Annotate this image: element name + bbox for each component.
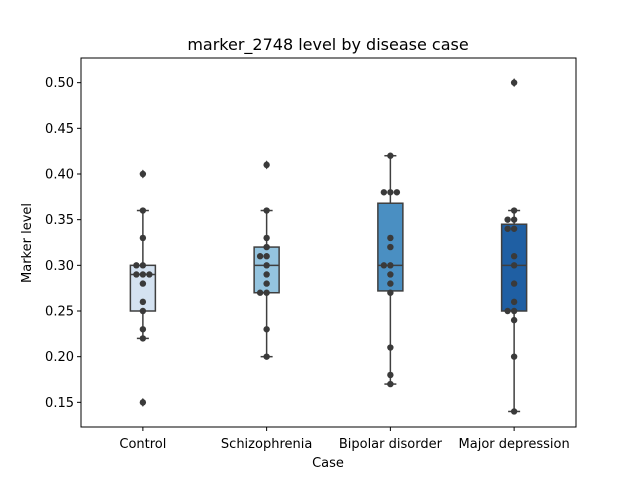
y-tick-label: 0.30 xyxy=(45,259,74,274)
y-tick-label: 0.40 xyxy=(45,167,74,182)
data-point xyxy=(146,271,153,278)
data-point xyxy=(139,262,147,269)
data-point xyxy=(380,189,388,196)
data-point xyxy=(139,170,147,178)
data-point xyxy=(256,253,264,260)
data-point xyxy=(510,207,518,214)
y-axis-label: Marker level xyxy=(20,203,35,283)
data-point xyxy=(387,189,394,196)
data-point xyxy=(263,161,270,169)
data-point xyxy=(139,234,147,242)
data-point xyxy=(504,225,511,232)
data-point xyxy=(263,353,270,360)
data-point xyxy=(263,262,270,269)
data-point xyxy=(380,262,388,269)
data-point xyxy=(510,280,518,287)
y-tick-label: 0.45 xyxy=(45,122,74,137)
y-tick-label: 0.15 xyxy=(45,396,74,411)
y-tick-label: 0.25 xyxy=(45,305,74,320)
data-point xyxy=(504,216,511,223)
axes-frame xyxy=(80,57,577,428)
swarm-group xyxy=(133,170,153,406)
data-point xyxy=(510,225,518,232)
swarm-group xyxy=(380,152,401,388)
x-tick-label: Schizophrenia xyxy=(221,437,312,452)
data-point xyxy=(510,79,518,86)
data-point xyxy=(263,243,270,251)
swarm-group xyxy=(504,79,518,415)
data-point xyxy=(139,335,147,342)
y-tick-label: 0.20 xyxy=(45,350,74,365)
data-point xyxy=(133,271,140,278)
y-axis: 0.15 0.20 0.25 0.30 0.35 0.40 0.45 0.50 xyxy=(45,76,81,411)
data-point xyxy=(387,371,394,379)
data-point xyxy=(139,399,147,406)
x-tick-label: Bipolar disorder xyxy=(339,437,443,452)
x-tick-label: Major depression xyxy=(459,437,570,452)
plot-area xyxy=(129,78,528,415)
data-point xyxy=(387,262,394,269)
data-point xyxy=(263,280,270,287)
y-tick-label: 0.50 xyxy=(45,76,74,91)
data-point xyxy=(387,289,394,296)
data-point xyxy=(510,253,518,260)
x-tick-label: Control xyxy=(119,437,166,452)
data-point xyxy=(263,253,270,260)
data-point xyxy=(263,207,270,214)
data-point xyxy=(133,262,140,269)
data-point xyxy=(139,298,147,306)
data-point xyxy=(393,189,401,196)
data-point xyxy=(263,234,270,242)
chart-title: marker_2748 level by disease case xyxy=(187,35,468,55)
data-point xyxy=(256,289,264,296)
data-point xyxy=(510,298,518,306)
data-point xyxy=(139,271,147,278)
data-point xyxy=(139,307,147,315)
data-point xyxy=(139,207,147,214)
data-point xyxy=(139,326,147,333)
data-point xyxy=(387,344,394,351)
data-point xyxy=(263,326,270,333)
data-point xyxy=(504,307,511,315)
data-point xyxy=(387,271,394,278)
data-point xyxy=(387,380,394,388)
x-axis: Control Schizophrenia Bipolar disorder Majo… xyxy=(119,427,570,452)
swarm-group xyxy=(256,161,270,360)
data-point xyxy=(387,243,394,251)
y-tick-label: 0.35 xyxy=(45,213,74,228)
data-point xyxy=(510,353,518,360)
data-point xyxy=(387,234,394,242)
data-point xyxy=(263,289,270,296)
data-point xyxy=(387,280,394,287)
data-point xyxy=(387,152,394,159)
box xyxy=(500,223,528,312)
data-point xyxy=(263,271,270,278)
data-point xyxy=(510,216,518,223)
data-point xyxy=(510,408,518,415)
x-axis-label: Case xyxy=(312,456,344,471)
data-point xyxy=(510,307,518,315)
data-point xyxy=(510,316,518,324)
data-point xyxy=(510,262,518,269)
data-point xyxy=(139,280,147,287)
box-group xyxy=(500,78,528,413)
